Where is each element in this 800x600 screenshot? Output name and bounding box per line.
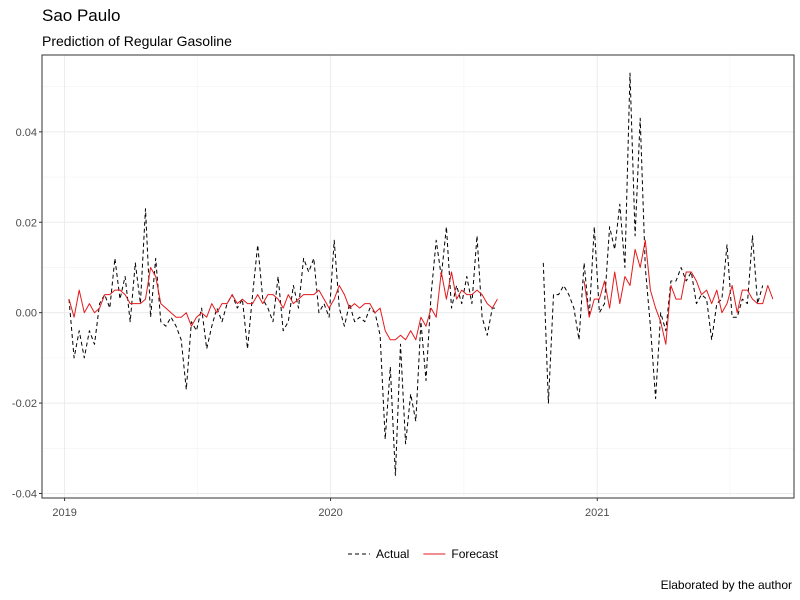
x-tick-label: 2021 bbox=[585, 507, 609, 519]
x-tick-label: 2020 bbox=[318, 507, 342, 519]
legend-label: Actual bbox=[376, 547, 409, 561]
chart-title: Sao Paulo bbox=[42, 6, 121, 25]
series-layer bbox=[68, 72, 774, 476]
x-axis: 2019 2020 2021 bbox=[52, 498, 609, 519]
chart-subtitle: Prediction of Regular Gasoline bbox=[42, 33, 232, 49]
y-axis: -0.04 -0.02 0.00 0.02 0.04 bbox=[12, 127, 42, 500]
grid-lines bbox=[42, 55, 794, 498]
series-line-actual bbox=[542, 72, 764, 404]
plot-border bbox=[41, 54, 795, 499]
series-forecast bbox=[68, 239, 774, 345]
y-tick-label: -0.02 bbox=[12, 398, 37, 410]
series-line-actual bbox=[68, 208, 498, 476]
series-actual bbox=[68, 72, 764, 476]
series-line-forecast bbox=[68, 267, 498, 341]
plot-panel bbox=[42, 55, 794, 498]
y-tick-label: 0.00 bbox=[16, 308, 37, 320]
legend-item-forecast: Forecast bbox=[423, 547, 499, 561]
legend-item-actual: Actual bbox=[348, 547, 409, 561]
series-line-forecast bbox=[583, 239, 774, 345]
chart-caption: Elaborated by the author bbox=[660, 578, 792, 592]
y-tick-label: 0.02 bbox=[16, 217, 37, 229]
y-tick-label: -0.04 bbox=[12, 488, 37, 500]
x-tick-label: 2019 bbox=[52, 507, 76, 519]
y-tick-label: 0.04 bbox=[16, 127, 37, 139]
legend: Actual Forecast bbox=[348, 547, 499, 561]
legend-label: Forecast bbox=[451, 547, 498, 561]
